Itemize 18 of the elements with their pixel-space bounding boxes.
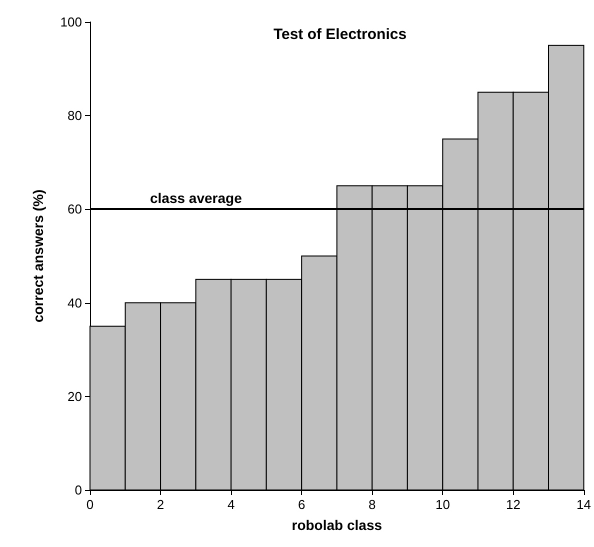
y-tick-label: 40	[68, 295, 82, 310]
x-tick-label: 6	[298, 497, 306, 512]
y-tick-label: 100	[60, 14, 82, 30]
x-tick-label: 4	[227, 497, 235, 512]
x-tick-label: 14	[576, 497, 592, 512]
ref-line-label: class average	[150, 190, 242, 206]
y-tick-label: 80	[68, 108, 82, 124]
x-tick-label: 10	[435, 497, 450, 512]
x-axis-title: robolab class	[292, 517, 382, 533]
chart-title: Test of Electronics	[273, 26, 407, 43]
x-tick-label: 0	[86, 497, 94, 512]
y-tick-label: 20	[68, 388, 82, 404]
y-tick-label: 60	[68, 202, 82, 217]
y-tick-label: 0	[74, 482, 82, 498]
x-tick-label: 12	[506, 497, 520, 512]
x-tick-label: 2	[156, 497, 164, 512]
y-axis-title: correct answers (%)	[30, 189, 46, 323]
x-tick-label: 8	[368, 497, 376, 512]
